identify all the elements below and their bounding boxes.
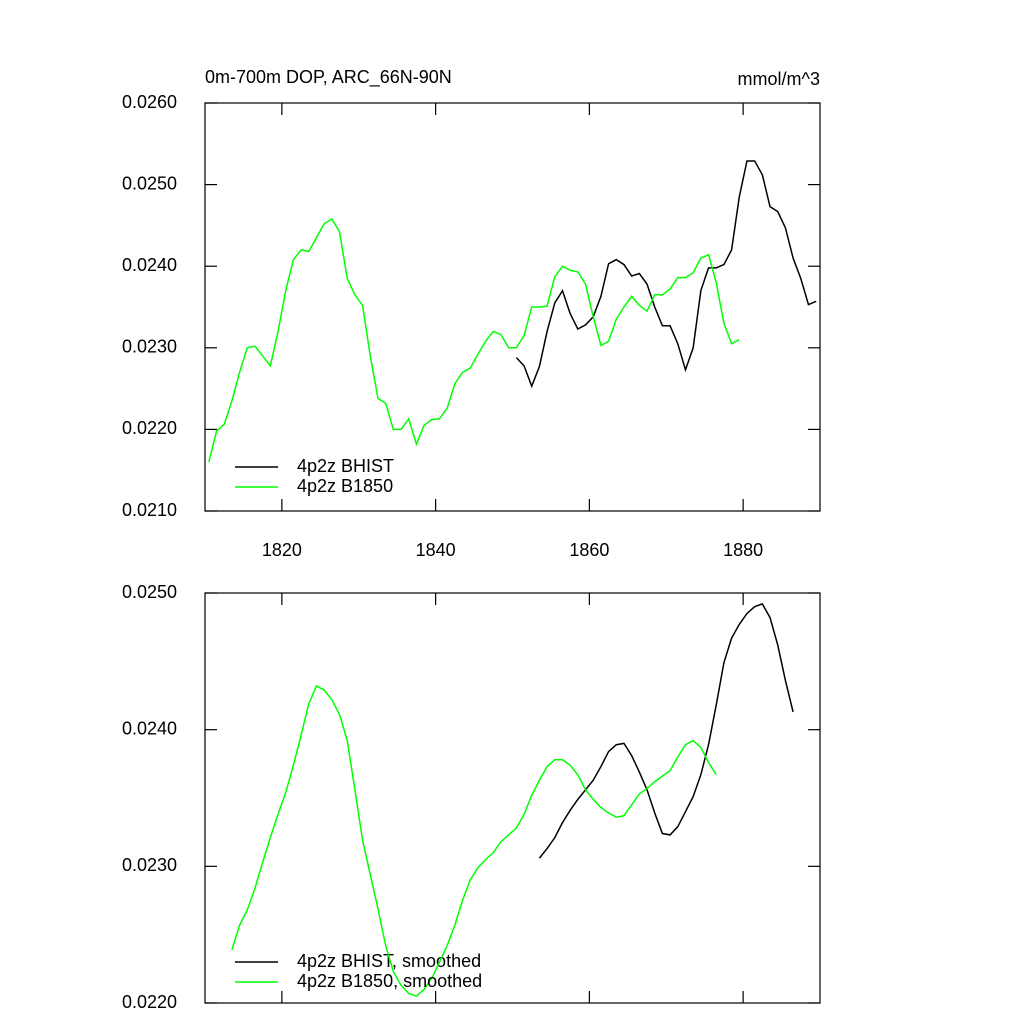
series-line (231, 684, 717, 998)
y-tick-label: 0.0230 (122, 855, 177, 875)
series-line (538, 603, 794, 859)
y-tick-label: 0.0240 (122, 718, 177, 738)
y-tick-label: 0.0230 (122, 337, 177, 357)
series-line (515, 160, 817, 389)
legend-label: 4p2z BHIST (297, 456, 394, 476)
legend-label: 4p2z B1850, smoothed (297, 971, 482, 991)
plot-frame (204, 592, 821, 1004)
x-tick-label: 1860 (569, 540, 609, 560)
chart-title: 0m-700m DOP, ARC_66N-90N (205, 67, 452, 88)
y-tick-label: 0.0220 (122, 992, 177, 1012)
y-tick-label: 0.0250 (122, 173, 177, 193)
y-tick-label: 0.0220 (122, 418, 177, 438)
legend-label: 4p2z BHIST, smoothed (297, 951, 481, 971)
series-line (208, 217, 740, 463)
y-tick-label: 0.0210 (122, 500, 177, 520)
units-label: mmol/m^3 (738, 69, 820, 89)
plot-frame (204, 102, 821, 512)
y-tick-label: 0.0260 (122, 92, 177, 112)
x-tick-label: 1840 (416, 540, 456, 560)
x-tick-label: 1820 (262, 540, 302, 560)
legend-label: 4p2z B1850 (297, 476, 393, 496)
y-tick-label: 0.0240 (122, 255, 177, 275)
y-tick-label: 0.0250 (122, 582, 177, 602)
x-tick-label: 1880 (723, 540, 763, 560)
